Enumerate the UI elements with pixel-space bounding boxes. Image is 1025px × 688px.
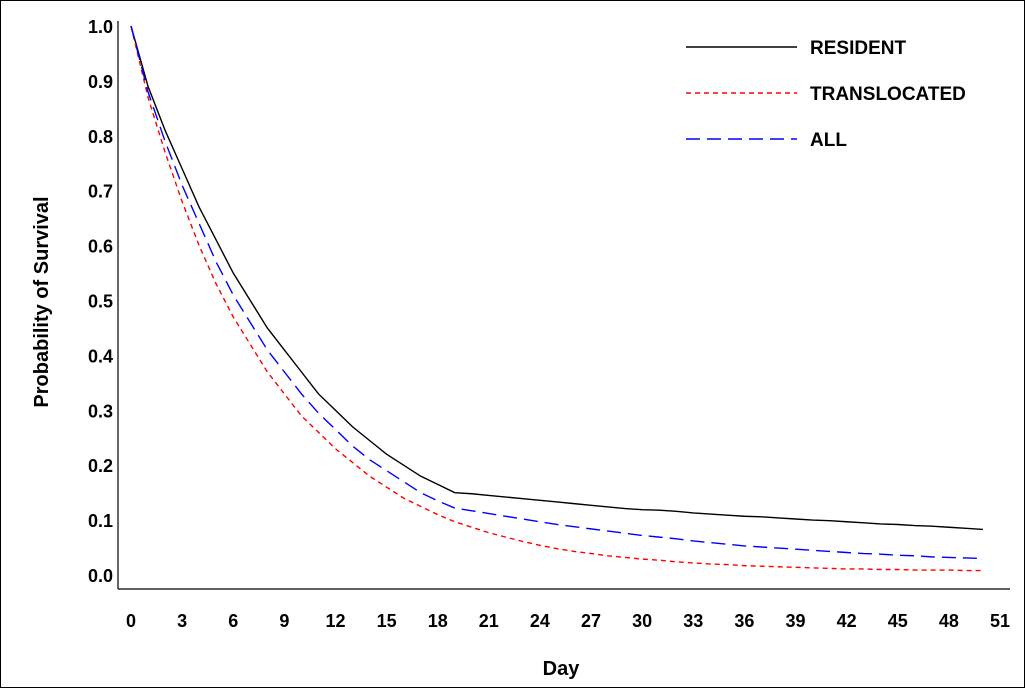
legend-label-resident: RESIDENT	[810, 38, 906, 59]
series-lines	[130, 25, 984, 572]
y-tick-label: 1.0	[88, 17, 113, 37]
x-tick-label: 15	[377, 611, 397, 631]
x-axis-ticks: 0 3 6 9 12 15 18 21 24 27 30 33 36 39 42 45 48 51	[126, 611, 1010, 631]
y-tick-label: 0.8	[88, 127, 113, 147]
x-tick-label: 51	[990, 611, 1010, 631]
x-tick-label: 24	[530, 611, 550, 631]
x-tick-label: 21	[479, 611, 499, 631]
x-axis-title: Day	[543, 658, 581, 680]
x-tick-label: 48	[939, 611, 959, 631]
y-tick-label: 0.2	[88, 456, 113, 476]
x-tick-label: 39	[786, 611, 806, 631]
x-tick-label: 0	[126, 611, 136, 631]
x-tick-label: 36	[734, 611, 754, 631]
series-line-all	[130, 25, 983, 560]
y-tick-label: 0.6	[88, 237, 113, 257]
y-tick-label: 0.5	[88, 292, 113, 312]
x-tick-label: 9	[279, 611, 289, 631]
y-tick-label: 0.4	[88, 346, 113, 366]
y-tick-label: 0.3	[88, 401, 113, 421]
x-tick-label: 3	[177, 611, 187, 631]
legend-label-all: ALL	[810, 130, 847, 151]
y-tick-label: 0.0	[88, 566, 113, 586]
series-line-translocated	[130, 25, 983, 572]
x-tick-label: 45	[888, 611, 908, 631]
x-tick-label: 18	[428, 611, 448, 631]
y-tick-label: 0.7	[88, 182, 113, 202]
series-line-resident	[130, 25, 984, 531]
x-tick-label: 30	[632, 611, 652, 631]
axes	[117, 21, 1010, 590]
x-tick-label: 27	[581, 611, 601, 631]
x-tick-label: 6	[228, 611, 238, 631]
legend-label-translocated: TRANSLOCATED	[810, 84, 966, 105]
x-tick-label: 42	[837, 611, 857, 631]
x-tick-label: 33	[683, 611, 703, 631]
x-tick-label: 12	[325, 611, 345, 631]
y-tick-label: 0.9	[88, 72, 113, 92]
y-tick-label: 0.1	[88, 511, 113, 531]
y-axis-title: Probability of Survival	[31, 196, 53, 407]
y-axis-ticks: 0.0 0.1 0.2 0.3 0.4 0.5 0.6 0.7 0.8 0.9 1.0	[88, 17, 113, 586]
legend: RESIDENT TRANSLOCATED ALL	[686, 38, 966, 151]
